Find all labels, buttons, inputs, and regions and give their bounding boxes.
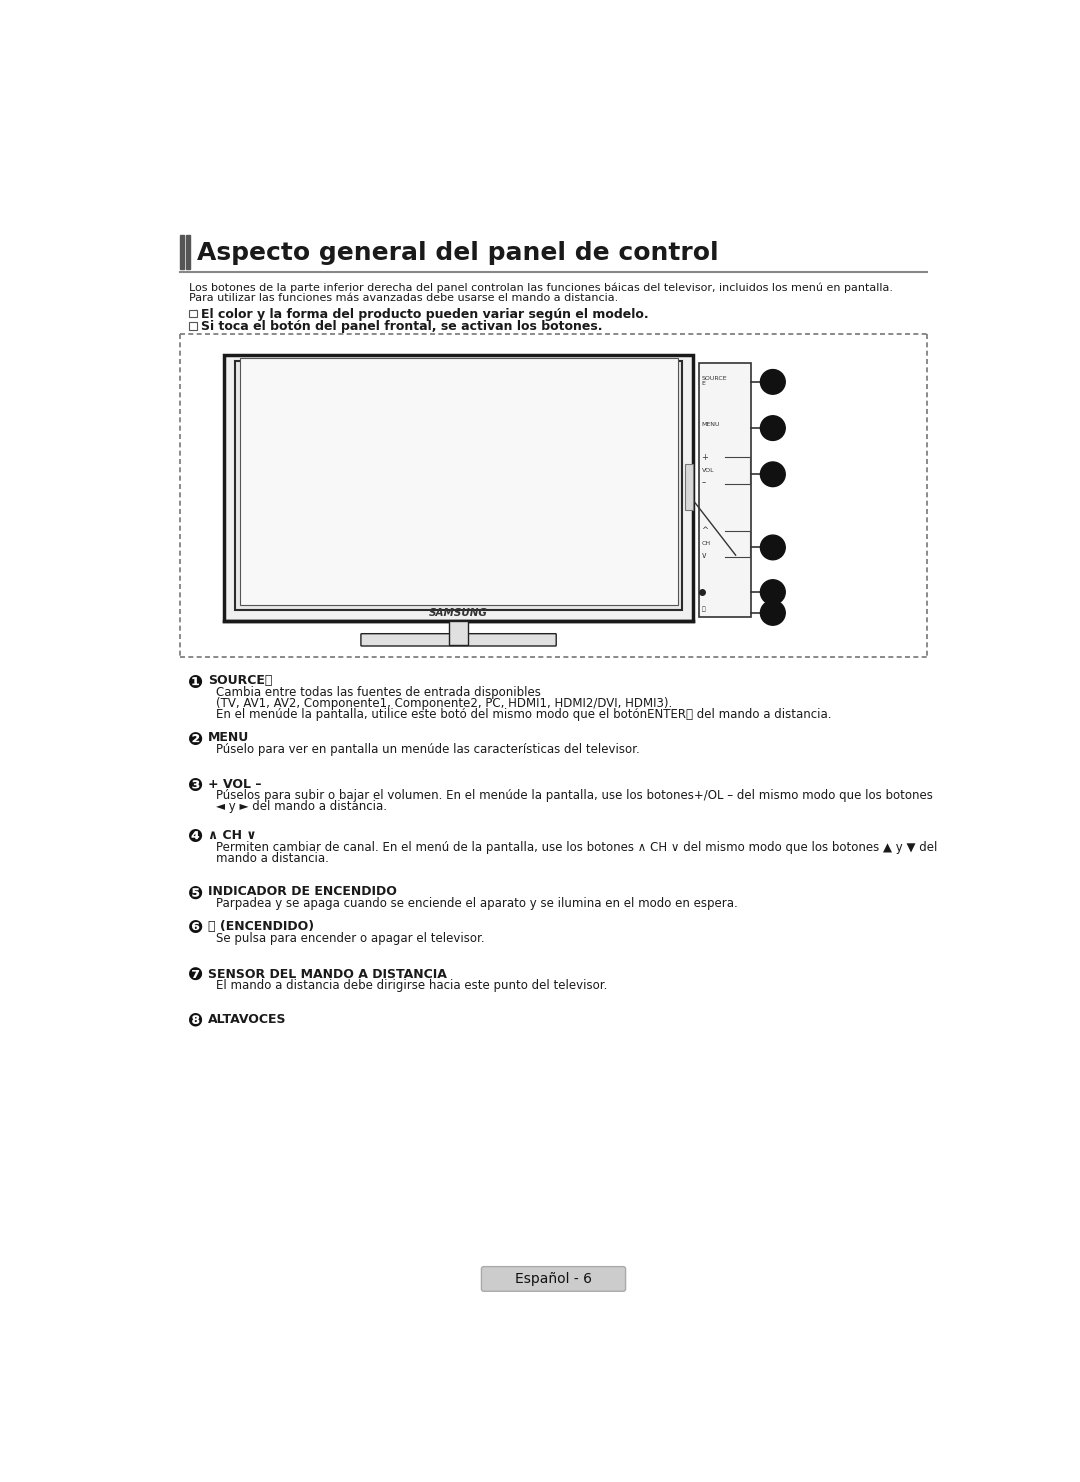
Bar	[189, 322, 197, 329]
Text: ❼: ❼	[188, 968, 203, 986]
Text: ALTAVOCES: ALTAVOCES	[207, 1012, 286, 1026]
Text: mando a distancia.: mando a distancia.	[216, 852, 328, 864]
Bar	[685, 464, 693, 510]
Text: Parpadea y se apaga cuando se enciende el aparato y se ilumina en el modo en esp: Parpadea y se apaga cuando se enciende e…	[216, 897, 738, 910]
Bar	[449, 621, 469, 645]
Text: ⏻ (ENCENDIDO): ⏻ (ENCENDIDO)	[207, 920, 314, 934]
Text: ❽: ❽	[188, 1012, 203, 1030]
Text: El mando a distancia debe dirigirse hacia este punto del televisor.: El mando a distancia debe dirigirse haci…	[216, 980, 607, 993]
Text: SAMSUNG: SAMSUNG	[429, 608, 488, 618]
Text: ❸: ❸	[188, 777, 203, 794]
Circle shape	[760, 579, 785, 605]
Text: En el menúde la pantalla, utilice este botó del mismo modo que el botónENTER⓹ de: En el menúde la pantalla, utilice este b…	[216, 707, 832, 720]
Circle shape	[760, 369, 785, 394]
Text: MENU: MENU	[207, 732, 249, 744]
Bar	[240, 359, 677, 605]
Text: ❷: ❷	[188, 731, 203, 748]
Text: ◄ y ► del mando a distancia.: ◄ y ► del mando a distancia.	[216, 800, 387, 814]
Text: SOURCE
E: SOURCE E	[702, 376, 727, 387]
Text: ❻: ❻	[188, 919, 203, 937]
Text: Los botones de la parte inferior derecha del panel controlan las funciones báica: Los botones de la parte inferior derecha…	[189, 283, 893, 293]
Text: CH: CH	[702, 541, 711, 547]
FancyBboxPatch shape	[361, 634, 556, 646]
Text: Púselos para subir o bajar el volumen. En el menúde la pantalla, use los botones: Púselos para subir o bajar el volumen. E…	[216, 790, 932, 802]
Text: ^: ^	[702, 526, 708, 535]
Text: VOL: VOL	[702, 468, 714, 473]
Text: ❹: ❹	[188, 828, 203, 846]
Bar	[189, 310, 197, 317]
Text: –: –	[702, 479, 705, 488]
Circle shape	[760, 462, 785, 486]
Bar	[186, 234, 190, 268]
Circle shape	[760, 416, 785, 440]
Text: El color y la forma del producto pueden variar según el modelo.: El color y la forma del producto pueden …	[201, 308, 648, 322]
Text: SOURCE⓹: SOURCE⓹	[207, 674, 272, 688]
Text: INDICADOR DE ENCENDIDO: INDICADOR DE ENCENDIDO	[207, 885, 396, 898]
Text: Para utilizar las funciones más avanzadas debe usarse el mando a distancia.: Para utilizar las funciones más avanzada…	[189, 293, 619, 304]
Text: ⏻: ⏻	[702, 606, 705, 612]
Text: MENU: MENU	[702, 422, 720, 427]
Text: Español - 6: Español - 6	[515, 1272, 592, 1286]
Bar	[225, 356, 693, 621]
Bar	[180, 234, 184, 268]
Circle shape	[760, 535, 785, 560]
Bar	[699, 363, 751, 617]
Text: Se pulsa para encender o apagar el televisor.: Se pulsa para encender o apagar el telev…	[216, 932, 484, 944]
Text: SENSOR DEL MANDO A DISTANCIA: SENSOR DEL MANDO A DISTANCIA	[207, 968, 447, 981]
Bar	[235, 362, 683, 609]
Text: + VOL –: + VOL –	[207, 778, 261, 791]
Text: (TV, AV1, AV2, Componente1, Componente2, PC, HDMI1, HDMI2/DVI, HDMI3).: (TV, AV1, AV2, Componente1, Componente2,…	[216, 697, 672, 710]
Text: ❶: ❶	[188, 674, 203, 692]
Text: ❺: ❺	[188, 885, 203, 903]
Circle shape	[760, 600, 785, 625]
Text: Aspecto general del panel de control: Aspecto general del panel de control	[197, 242, 718, 265]
Text: Cambia entre todas las fuentes de entrada disponibles: Cambia entre todas las fuentes de entrad…	[216, 686, 540, 700]
Text: Permiten cambiar de canal. En el menú de la pantalla, use los botones ∧ CH ∨ del: Permiten cambiar de canal. En el menú de…	[216, 840, 937, 854]
Text: ∧ CH ∨: ∧ CH ∨	[207, 830, 256, 842]
Text: v: v	[702, 551, 706, 560]
FancyBboxPatch shape	[482, 1267, 625, 1291]
Text: Púselo para ver en pantalla un menúde las características del televisor.: Púselo para ver en pantalla un menúde la…	[216, 742, 639, 756]
Text: +: +	[702, 452, 708, 462]
Text: Si toca el botón del panel frontal, se activan los botones.: Si toca el botón del panel frontal, se a…	[201, 320, 603, 333]
